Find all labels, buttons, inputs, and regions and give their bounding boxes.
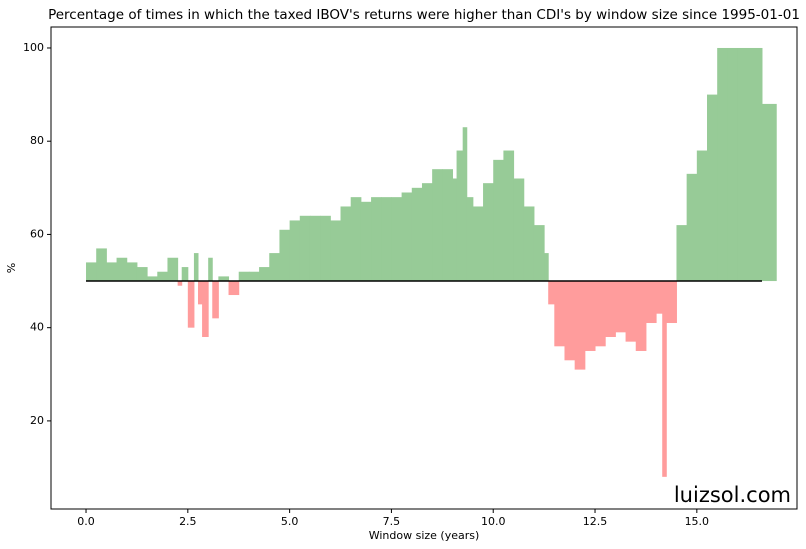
area-step (106, 262, 118, 282)
area-step (656, 281, 663, 314)
area-step (645, 281, 657, 324)
area-step (544, 253, 549, 282)
area-step (503, 150, 515, 282)
area-step (181, 267, 189, 282)
area-step (193, 253, 199, 282)
area-step (442, 169, 454, 282)
plot-frame (50, 26, 798, 510)
area-step (452, 178, 458, 282)
x-tick-label: 12.5 (583, 515, 608, 528)
area-step (717, 47, 728, 282)
area-step (330, 220, 342, 282)
area-step (761, 103, 777, 282)
x-axis-label: Window size (years) (369, 529, 480, 542)
area-step (401, 192, 413, 282)
area-step (483, 183, 494, 282)
area-step (462, 127, 468, 282)
area-step (466, 197, 474, 282)
area-step (299, 215, 311, 282)
area-step (212, 281, 219, 319)
area-step (737, 47, 749, 282)
area-step (86, 262, 97, 282)
area-step (456, 150, 464, 282)
area-step (411, 187, 423, 282)
y-tick-label: 40 (30, 321, 44, 334)
area-step (676, 225, 688, 282)
area-step (727, 47, 739, 282)
area-step (421, 183, 433, 282)
watermark: luizsol.com (674, 483, 791, 507)
area-step (574, 281, 586, 370)
area-step (309, 215, 321, 282)
x-tick-label: 0.0 (77, 515, 95, 528)
area-step (208, 257, 213, 282)
area-step (320, 215, 331, 282)
area-step (584, 281, 596, 351)
area-step (187, 281, 195, 328)
area-step (279, 229, 291, 282)
y-tick-label: 100 (23, 41, 44, 54)
area-step (635, 281, 647, 351)
area-step (747, 47, 763, 282)
area-step (707, 94, 718, 282)
area-step (554, 281, 565, 347)
area-step (662, 281, 667, 477)
y-axis-label: % (5, 263, 18, 273)
area-step (218, 276, 230, 282)
area-step (248, 271, 260, 282)
x-tick-label: 10.0 (481, 515, 506, 528)
area-step (289, 220, 301, 282)
area-step (202, 281, 209, 337)
area-step (686, 173, 698, 282)
area-step (595, 281, 606, 347)
area-step (432, 169, 443, 282)
area-step (167, 257, 179, 282)
area-step (157, 271, 168, 282)
area-step (605, 281, 616, 337)
area-step (259, 267, 270, 282)
area-step (548, 281, 555, 305)
area-step (147, 276, 158, 282)
x-tick-label: 5.0 (281, 515, 299, 528)
area-step (472, 206, 484, 282)
area-step (615, 281, 627, 333)
y-tick-label: 20 (30, 414, 44, 427)
y-tick-label: 60 (30, 227, 44, 240)
x-tick-label: 7.5 (383, 515, 401, 528)
area-step (533, 225, 545, 282)
area-step (371, 197, 382, 282)
area-step (238, 271, 250, 282)
area-step (360, 201, 372, 282)
area-step (198, 281, 203, 305)
area-step (228, 281, 240, 296)
area-step (136, 267, 148, 282)
x-tick-label: 2.5 (179, 515, 197, 528)
area-step (96, 248, 107, 282)
area-step (177, 281, 183, 286)
area-step (513, 178, 525, 282)
x-tick-label: 15.0 (685, 515, 710, 528)
chart-title: Percentage of times in which the taxed I… (48, 7, 800, 23)
area-step (391, 197, 403, 282)
area-step (523, 206, 535, 282)
area-step (564, 281, 576, 361)
area-step (666, 281, 677, 324)
area-step (350, 197, 362, 282)
area-step (340, 206, 352, 282)
area-step (269, 253, 280, 282)
area-step (126, 262, 138, 282)
y-tick-label: 80 (30, 134, 44, 147)
area-step (625, 281, 637, 342)
area-step (696, 150, 708, 282)
area-step (116, 257, 128, 282)
area-step (493, 159, 504, 282)
area-step (381, 197, 392, 282)
